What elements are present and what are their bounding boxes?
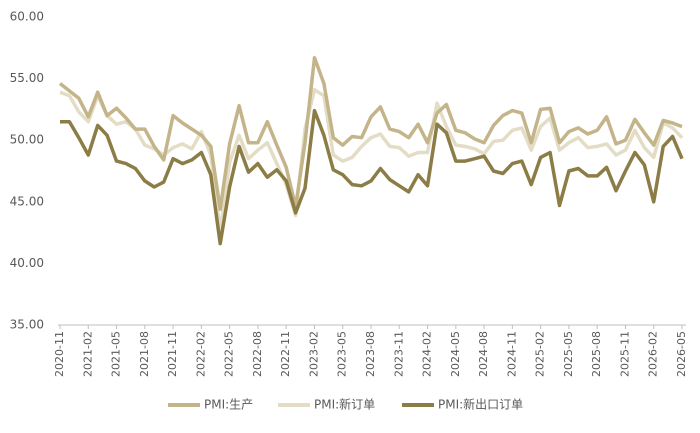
y-tick-label: 40.00: [10, 256, 44, 270]
x-tick-label: 2021-02: [81, 331, 94, 377]
x-tick-label: 2023-02: [307, 331, 320, 377]
x-tick-label: 2021-11: [166, 331, 179, 377]
x-tick-label: 2022-05: [223, 331, 236, 377]
x-tick-label: 2026-02: [647, 331, 660, 377]
x-tick-label: 2025-02: [534, 331, 547, 377]
x-tick-label: 2022-11: [279, 331, 292, 377]
x-tick-label: 2023-05: [336, 331, 349, 377]
x-tick-label: 2024-08: [477, 331, 490, 377]
x-tick-label: 2026-05: [675, 331, 688, 377]
x-tick-label: 2024-11: [505, 331, 518, 377]
y-tick-label: 60.00: [10, 10, 44, 24]
x-tick-label: 2025-11: [618, 331, 631, 377]
series-line: [59, 87, 684, 234]
x-tick-label: 2021-08: [138, 331, 151, 377]
x-tick-label: 2025-08: [590, 331, 603, 377]
x-tick-label: 2025-05: [562, 331, 575, 377]
x-tick-label: 2023-08: [364, 331, 377, 377]
x-tick-label: 2024-05: [449, 331, 462, 377]
series-line: [58, 55, 683, 211]
x-tick-label: 2024-02: [421, 331, 434, 377]
legend-label: PMI:新出口订单: [438, 397, 523, 412]
y-tick-label: 55.00: [10, 71, 44, 85]
x-tick-label: 2020-11: [53, 331, 66, 377]
x-tick-label: 2023-11: [392, 331, 405, 377]
x-tick-label: 2022-02: [194, 331, 207, 377]
y-tick-label: 35.00: [10, 318, 44, 332]
series-line: [60, 108, 684, 246]
x-tick-label: 2022-08: [251, 331, 264, 377]
legend-label: PMI:生产: [204, 398, 253, 412]
x-tick-label: 2021-05: [110, 331, 123, 377]
y-tick-label: 50.00: [10, 133, 44, 147]
y-tick-label: 45.00: [10, 194, 44, 208]
legend-label: PMI:新订单: [314, 397, 375, 412]
